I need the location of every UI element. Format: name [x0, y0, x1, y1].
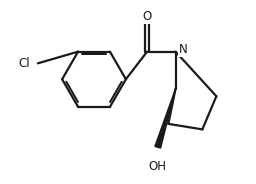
Text: Cl: Cl [19, 57, 30, 70]
Text: N: N [179, 43, 188, 56]
Text: OH: OH [149, 160, 167, 173]
Polygon shape [155, 89, 176, 148]
Text: O: O [143, 10, 152, 23]
